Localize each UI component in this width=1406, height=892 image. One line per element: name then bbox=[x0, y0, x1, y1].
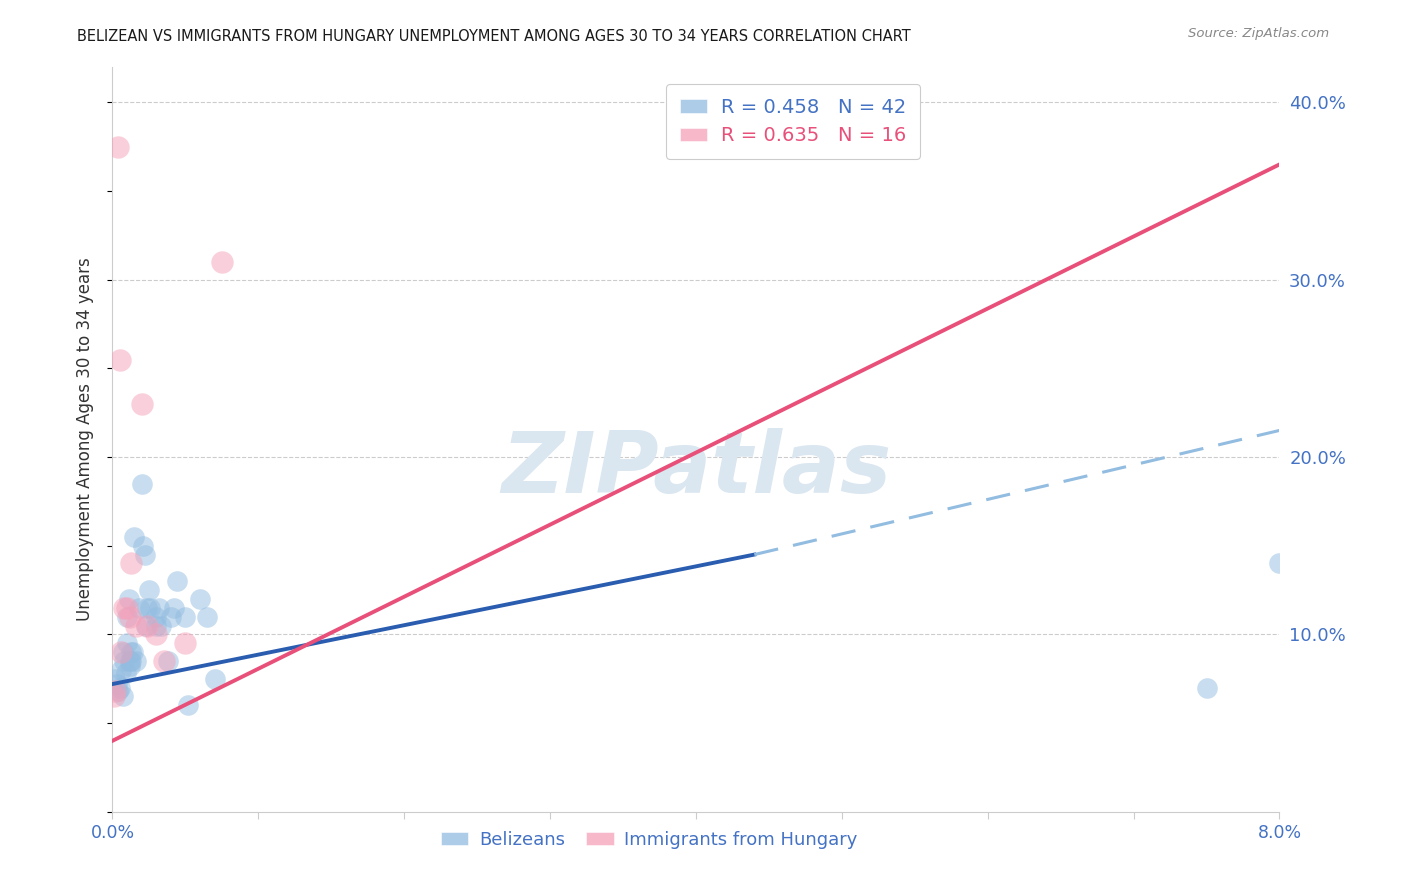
Point bbox=[124, 530, 146, 544]
Point bbox=[211, 255, 233, 269]
Point bbox=[110, 663, 132, 677]
Point bbox=[104, 672, 127, 686]
Point bbox=[139, 600, 162, 615]
Point bbox=[136, 600, 159, 615]
Point bbox=[163, 600, 186, 615]
Point bbox=[105, 677, 128, 691]
Point bbox=[174, 609, 197, 624]
Point bbox=[160, 609, 183, 624]
Point bbox=[135, 618, 157, 632]
Point bbox=[108, 681, 131, 695]
Y-axis label: Unemployment Among Ages 30 to 34 years: Unemployment Among Ages 30 to 34 years bbox=[76, 258, 94, 621]
Text: Source: ZipAtlas.com: Source: ZipAtlas.com bbox=[1188, 27, 1329, 40]
Point bbox=[125, 654, 148, 668]
Point bbox=[152, 654, 174, 668]
Point bbox=[117, 591, 139, 606]
Point bbox=[118, 659, 141, 673]
Point bbox=[115, 600, 138, 615]
Point bbox=[112, 600, 135, 615]
Text: BELIZEAN VS IMMIGRANTS FROM HUNGARY UNEMPLOYMENT AMONG AGES 30 TO 34 YEARS CORRE: BELIZEAN VS IMMIGRANTS FROM HUNGARY UNEM… bbox=[77, 29, 911, 44]
Point bbox=[120, 557, 142, 571]
Point bbox=[118, 609, 141, 624]
Point bbox=[120, 654, 142, 668]
Point bbox=[149, 618, 172, 632]
Point bbox=[177, 698, 200, 713]
Point bbox=[131, 476, 153, 491]
Point bbox=[148, 600, 170, 615]
Point bbox=[103, 690, 125, 704]
Point bbox=[110, 645, 132, 659]
Text: ZIPatlas: ZIPatlas bbox=[501, 427, 891, 510]
Point bbox=[125, 618, 148, 632]
Point bbox=[145, 609, 167, 624]
Point bbox=[115, 609, 138, 624]
Point bbox=[107, 684, 129, 698]
Point bbox=[134, 548, 156, 562]
Point bbox=[122, 645, 145, 659]
Point bbox=[104, 684, 127, 698]
Point bbox=[120, 645, 142, 659]
Point bbox=[132, 539, 155, 553]
Point bbox=[1195, 681, 1218, 695]
Point bbox=[204, 672, 226, 686]
Point bbox=[145, 627, 167, 641]
Point bbox=[115, 636, 138, 650]
Point bbox=[128, 600, 150, 615]
Point bbox=[111, 690, 134, 704]
Point bbox=[114, 666, 136, 681]
Point bbox=[118, 654, 141, 668]
Point bbox=[188, 591, 211, 606]
Point bbox=[107, 139, 129, 153]
Point bbox=[174, 636, 197, 650]
Point bbox=[195, 609, 218, 624]
Point bbox=[1268, 557, 1291, 571]
Point bbox=[138, 582, 160, 597]
Point bbox=[108, 352, 131, 367]
Point bbox=[145, 618, 167, 632]
Point bbox=[131, 397, 153, 411]
Point bbox=[166, 574, 188, 589]
Point bbox=[111, 645, 134, 659]
Point bbox=[136, 618, 159, 632]
Point bbox=[112, 654, 135, 668]
Legend: Belizeans, Immigrants from Hungary: Belizeans, Immigrants from Hungary bbox=[433, 824, 865, 856]
Point bbox=[156, 654, 179, 668]
